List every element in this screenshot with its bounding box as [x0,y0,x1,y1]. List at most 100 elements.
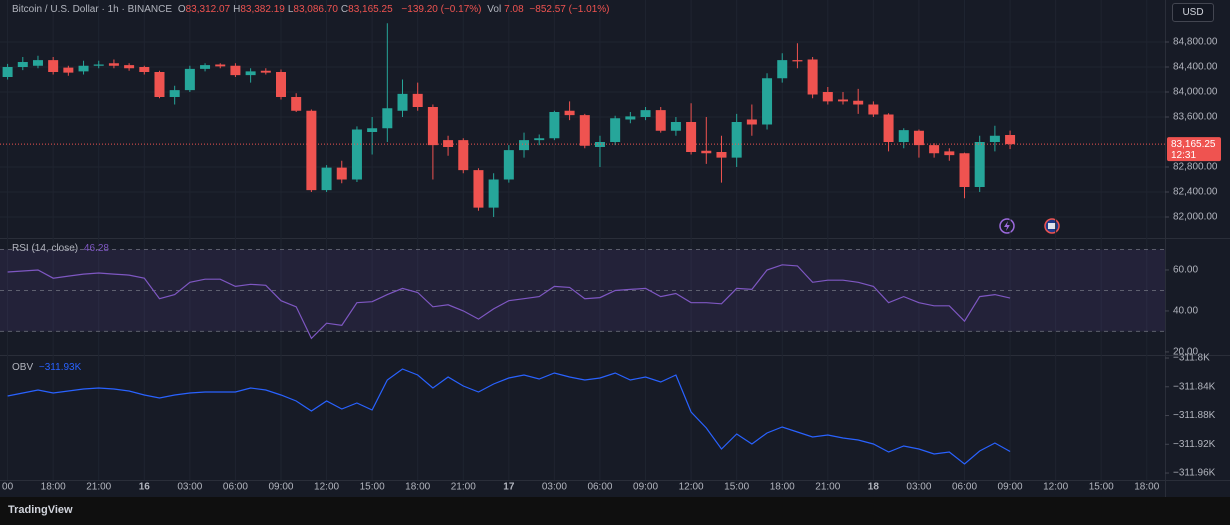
x-tick-label: 15:00 [724,482,749,493]
x-tick-label: 12:00 [1043,482,1068,493]
candle-body [701,150,712,154]
y-tick-label: 82,400.00 [1173,187,1218,198]
event-icon[interactable] [1044,218,1060,234]
x-tick-label: 21:00 [451,482,476,493]
candle-body [306,110,317,191]
candle-body [412,93,423,107]
candle-body [397,93,408,111]
candle-body [837,99,848,102]
candle-body [822,92,833,102]
rsi-value: 46.28 [83,243,109,254]
candle-body [853,100,864,105]
obv-title: OBV [12,362,34,373]
last-price-box [1167,137,1221,162]
countdown: 12:31 [1171,150,1196,161]
candle-body [731,122,742,158]
candle-body [777,60,788,79]
candle-body [959,153,970,187]
change: −139.20 (−0.17%) [401,4,482,15]
y-tick-label: −311.8K [1173,353,1210,364]
x-tick-label: 16 [139,482,151,493]
chart: 00 18:00 21:00 16 03:00 06:00 09:00 12:00 15:00 1… [0,0,1230,497]
candle-body [989,135,1000,142]
symbol-legend: Bitcoin / U.S. Dollar · 1h · BINANCE O83… [12,4,612,15]
ohlc-label: C [340,4,349,15]
volume: 7.08 [504,4,524,15]
candle-body [762,78,773,125]
candle-body [2,67,13,77]
alert-icon[interactable] [999,218,1015,234]
x-tick-label: 06:00 [223,482,248,493]
footer: TradingView [0,497,1230,525]
y-tick-label: 60.00 [1173,265,1198,276]
candle-body [792,60,803,62]
x-tick-label: 18:00 [1134,482,1159,493]
obv-value: −311.93K [38,362,82,373]
candle-body [686,122,697,152]
x-tick-label: 12:00 [679,482,704,493]
x-tick-label: 06:00 [587,482,612,493]
candle-body [929,145,940,154]
y-tick-label: 20.00 [1173,347,1198,358]
y-tick-label: 84,400.00 [1173,62,1218,73]
candle-body [93,64,104,66]
y-tick-label: 83,600.00 [1173,112,1218,123]
candle-body [215,64,226,67]
candle-body [169,90,180,97]
candle-body [321,167,332,191]
candle-body [17,62,28,67]
last-price-label: 83,165.25 [1171,139,1216,150]
candle-body [200,65,211,69]
candle-body [63,67,74,73]
x-tick-label: 00 [2,482,14,493]
candle-body [154,72,165,97]
currency-button[interactable]: USD [1172,3,1214,22]
x-tick-label: 15:00 [360,482,385,493]
y-tick-label: 84,000.00 [1173,87,1218,98]
candle-body [913,130,924,146]
candle-body [594,142,605,147]
ohlc-value: 83,165.25 [348,4,393,15]
ohlc-value: 83,312.07 [185,4,231,15]
y-tick-label: 84,800.00 [1173,37,1218,48]
candle-body [549,112,560,139]
candle-body [534,138,545,141]
ohlc-legend: O83,312.07 H83,382.19 L83,086.70 C83,165.25 [178,4,396,15]
candle-body [124,65,135,69]
rsi-title: RSI (14, close) [12,243,79,254]
candle-body [139,67,150,72]
x-tick-label: 18:00 [405,482,430,493]
x-tick-label: 21:00 [86,482,111,493]
candle-body [640,110,651,117]
symbol-title: Bitcoin / U.S. Dollar · 1h · BINANCE [12,4,173,15]
candle-body [108,63,119,66]
candle-body [458,140,469,171]
ohlc-label: L [287,4,294,15]
volume-change: −852.57 (−1.01%) [529,4,610,15]
x-tick-label: 06:00 [952,482,977,493]
x-tick-label: 09:00 [998,482,1023,493]
candle-body [427,107,438,146]
candle-body [974,142,985,187]
y-tick-label: 82,000.00 [1173,212,1218,223]
brand: TradingView [8,504,73,516]
x-tick-label: 03:00 [906,482,931,493]
candle-body [883,114,894,142]
candle-body [625,116,636,120]
candle-body [716,152,727,158]
candle-body [336,167,347,180]
candle-body [564,110,575,116]
candle-body [898,130,909,142]
candle-body [670,122,681,131]
obv-legend: OBV −311.93K [12,362,84,373]
y-tick-label: 82,800.00 [1173,162,1218,173]
candle-body [382,108,393,129]
x-tick-label: 21:00 [815,482,840,493]
rsi-band [0,249,1165,332]
candle-body [1005,134,1016,145]
y-tick-label: 40.00 [1173,306,1198,317]
x-tick-label: 17 [503,482,515,493]
y-tick-label: −311.84K [1173,381,1216,392]
x-tick-label: 09:00 [633,482,658,493]
